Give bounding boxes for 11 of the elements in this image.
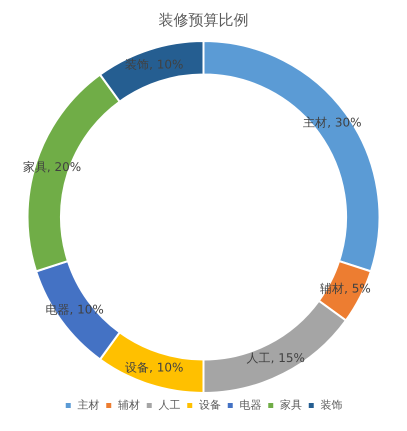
legend-label: 人工 [158, 398, 180, 412]
legend-label: 电器 [239, 398, 262, 412]
chart-title: 装修预算比例 [158, 10, 248, 29]
legend-label: 家具 [280, 398, 302, 412]
legend-label: 辅材 [118, 398, 140, 412]
legend-label: 装饰 [320, 398, 342, 412]
data-label: 设备, 10% [125, 360, 184, 375]
legend-label: 设备 [198, 398, 221, 412]
legend-label: 主材 [77, 398, 100, 412]
data-label: 人工, 15% [246, 351, 305, 366]
data-label: 装饰, 10% [125, 58, 184, 72]
